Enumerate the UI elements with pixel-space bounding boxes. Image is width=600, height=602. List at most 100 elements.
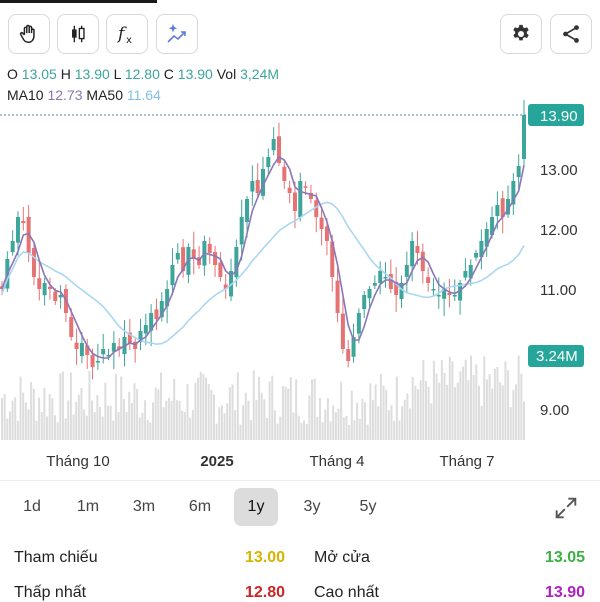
candle-body bbox=[388, 273, 393, 289]
candle-body bbox=[106, 355, 111, 357]
candle-body bbox=[367, 289, 372, 299]
volume-bar bbox=[247, 400, 250, 440]
volume-bar bbox=[88, 370, 91, 440]
candle-body bbox=[479, 241, 484, 258]
candle-body bbox=[213, 251, 218, 265]
range-6m[interactable]: 6m bbox=[188, 498, 212, 515]
candle-body bbox=[245, 199, 250, 222]
candlestick-tool-button[interactable] bbox=[57, 14, 99, 54]
candle-body bbox=[218, 262, 223, 277]
volume-bar bbox=[480, 405, 483, 440]
volume-bar bbox=[199, 371, 202, 440]
volume-bar bbox=[271, 375, 274, 440]
volume-bar bbox=[141, 412, 144, 440]
candle-body bbox=[255, 179, 260, 193]
volume-bar bbox=[467, 380, 470, 440]
candle-body bbox=[207, 243, 212, 253]
low-price-label: Thấp nhất bbox=[14, 584, 87, 601]
range-1m[interactable]: 1m bbox=[76, 498, 100, 515]
volume-bar bbox=[56, 422, 59, 440]
candle-body bbox=[79, 343, 84, 357]
fullscreen-button[interactable] bbox=[552, 494, 580, 522]
candle-body bbox=[90, 355, 95, 367]
settings-button[interactable] bbox=[500, 14, 542, 54]
volume-bar bbox=[464, 359, 467, 440]
volume-bar bbox=[485, 379, 488, 440]
range-3y[interactable]: 3y bbox=[303, 498, 321, 515]
volume-bar bbox=[279, 416, 282, 440]
candle-body bbox=[117, 346, 122, 349]
volume-bar bbox=[276, 423, 279, 440]
range-5y[interactable]: 5y bbox=[359, 498, 377, 515]
volume-bar bbox=[48, 394, 51, 440]
volume-bar bbox=[85, 415, 88, 440]
volume-bar bbox=[329, 421, 332, 440]
volume-bar bbox=[430, 403, 433, 440]
volume-bar bbox=[501, 385, 504, 440]
volume-bar bbox=[162, 407, 165, 440]
candle-body bbox=[127, 332, 132, 343]
share-button[interactable] bbox=[550, 14, 592, 54]
volume-bar bbox=[364, 402, 367, 440]
volume-bar bbox=[144, 400, 147, 440]
candle-body bbox=[111, 343, 116, 352]
volume-bar bbox=[456, 382, 459, 440]
volume-bar bbox=[326, 398, 329, 440]
volume-bar bbox=[215, 423, 218, 440]
open-value: 13.05 bbox=[21, 66, 57, 82]
volume-bar bbox=[292, 412, 295, 440]
volume-bar bbox=[512, 389, 515, 440]
candle-body bbox=[324, 226, 329, 241]
volume-bar bbox=[212, 394, 215, 440]
volume-bar bbox=[125, 412, 128, 440]
candle-body bbox=[500, 198, 505, 217]
volume-bar bbox=[234, 410, 237, 440]
reference-label: Tham chiếu bbox=[14, 549, 98, 566]
candle-body bbox=[495, 205, 500, 217]
range-3m[interactable]: 3m bbox=[132, 498, 156, 515]
high-label: H bbox=[60, 66, 71, 82]
volume-bar bbox=[19, 376, 22, 440]
candle-body bbox=[372, 283, 377, 286]
candle-body bbox=[101, 349, 106, 355]
x-tick-label: Tháng 7 bbox=[439, 453, 494, 470]
volume-bar bbox=[35, 420, 38, 440]
ai-chart-tool-button[interactable] bbox=[156, 14, 198, 54]
candle-body bbox=[149, 313, 154, 331]
candle-body bbox=[42, 283, 47, 296]
candle-body bbox=[490, 217, 495, 236]
volume-bar bbox=[109, 405, 112, 440]
range-1d[interactable]: 1d bbox=[23, 498, 41, 515]
volume-bar bbox=[268, 381, 271, 440]
volume-bar bbox=[46, 416, 49, 440]
volume-bar bbox=[152, 402, 155, 440]
range-1y[interactable]: 1y bbox=[234, 488, 278, 526]
volume-bar bbox=[337, 408, 340, 440]
volume-bar bbox=[146, 420, 149, 440]
volume-bar bbox=[93, 412, 96, 440]
candle-body bbox=[298, 181, 303, 218]
price-chart[interactable]: 9.0010.0011.0012.0013.0013.903.24MTháng … bbox=[0, 100, 600, 480]
candle-body bbox=[420, 251, 425, 271]
ma10-value: 12.73 bbox=[47, 87, 83, 103]
low-label: L bbox=[113, 66, 121, 82]
candle-body bbox=[276, 136, 281, 163]
candle-body bbox=[186, 247, 191, 275]
open-label: O bbox=[7, 66, 18, 82]
volume-bar bbox=[472, 375, 475, 440]
close-label: C bbox=[163, 66, 174, 82]
volume-bar bbox=[11, 400, 14, 440]
volume-bar bbox=[369, 383, 372, 440]
volume-bar bbox=[194, 382, 197, 440]
hand-tool-button[interactable] bbox=[8, 14, 50, 54]
volume-bar bbox=[356, 402, 359, 440]
volume-bar bbox=[303, 420, 306, 440]
volume-bar bbox=[186, 384, 189, 440]
candle-body bbox=[351, 337, 356, 357]
candle-body bbox=[458, 283, 463, 301]
volume-bar bbox=[273, 410, 276, 440]
volume-bar bbox=[334, 412, 337, 440]
volume-bar bbox=[371, 400, 374, 440]
open-price-value: 13.05 bbox=[544, 549, 585, 566]
